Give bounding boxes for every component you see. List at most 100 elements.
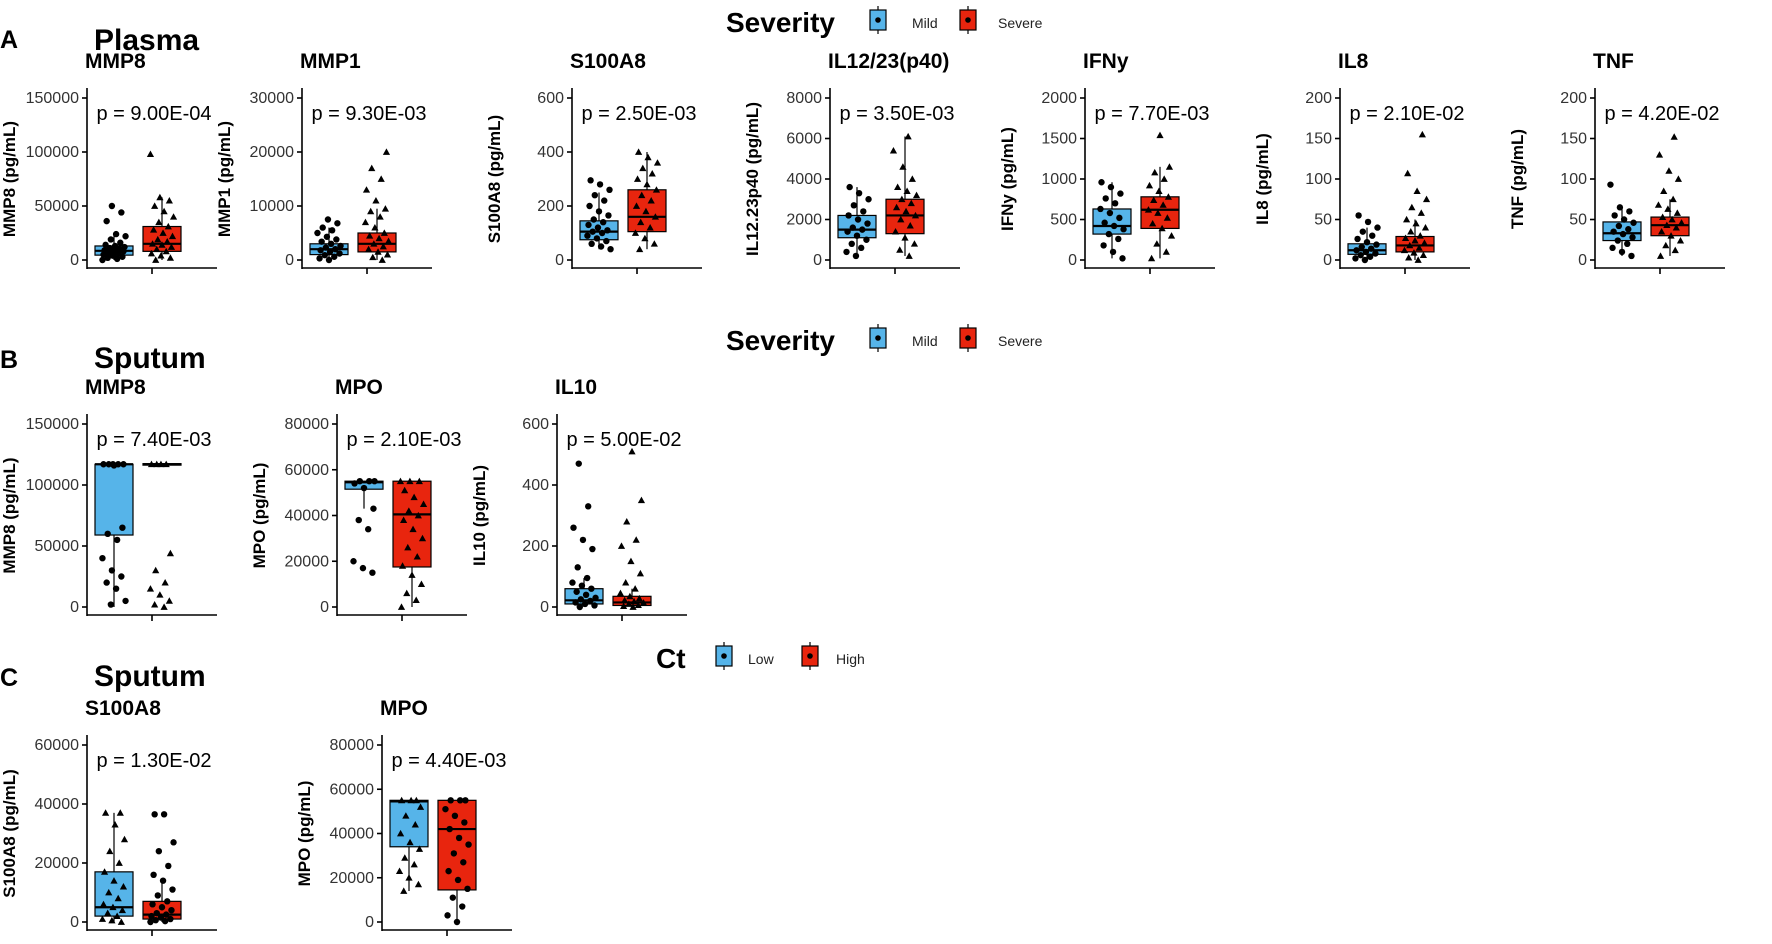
data-point [163, 911, 170, 918]
y-tick-label: 0 [365, 914, 374, 931]
data-point [419, 500, 428, 507]
data-point [621, 596, 629, 604]
data-point [1610, 228, 1617, 235]
box-mild [579, 177, 619, 253]
data-point [1611, 212, 1618, 219]
data-point [453, 918, 461, 926]
data-point [1415, 244, 1423, 251]
legend-label-severe: Severe [998, 333, 1043, 349]
y-axis-label: MMP8 (pg/mL) [0, 457, 19, 573]
panel-letter-c: C [0, 664, 18, 692]
data-point [332, 246, 339, 253]
data-point [1673, 209, 1681, 216]
data-point [1102, 195, 1109, 202]
data-point [1354, 235, 1361, 243]
data-point [454, 876, 462, 884]
data-point [355, 516, 362, 524]
data-point [155, 848, 163, 855]
data-point [637, 218, 645, 226]
data-point [374, 248, 382, 255]
box-mild [309, 216, 349, 264]
data-point [1674, 175, 1682, 182]
y-tick-label: 0 [555, 252, 564, 269]
y-tick-label: 30000 [250, 90, 295, 107]
data-point [1119, 255, 1126, 262]
y-tick-label: 100000 [26, 477, 79, 494]
data-point [1417, 209, 1425, 216]
data-point [150, 226, 158, 233]
data-point [1120, 226, 1127, 233]
box-severe [1140, 131, 1180, 262]
data-point [635, 594, 643, 602]
data-point [154, 235, 162, 243]
data-point [652, 186, 661, 193]
data-point [165, 597, 173, 604]
data-point [158, 241, 166, 248]
y-tick-label: 50000 [35, 198, 80, 215]
data-point [592, 594, 599, 602]
data-point [442, 805, 449, 813]
data-point [597, 243, 605, 250]
data-point [148, 240, 157, 247]
data-point [375, 234, 383, 242]
y-tick-label: 10000 [250, 198, 295, 215]
data-point [637, 496, 646, 504]
data-point [1153, 240, 1161, 247]
data-point [359, 564, 367, 572]
data-point [855, 189, 863, 197]
y-axis-label: S100A8 (pg/mL) [0, 769, 19, 897]
data-point [1615, 222, 1623, 230]
data-point [169, 213, 178, 220]
data-point [1420, 239, 1429, 246]
data-point [110, 877, 118, 884]
data-point [849, 224, 856, 231]
y-tick-label: 150000 [26, 416, 79, 433]
y-tick-label: 600 [522, 416, 549, 433]
data-point [153, 460, 161, 468]
y-axis-label: MMP8 (pg/mL) [0, 121, 19, 237]
plot-title: TNF [1593, 50, 1634, 73]
box-mild [94, 202, 134, 264]
data-point [648, 170, 656, 177]
data-point [1373, 241, 1380, 248]
y-tick-label: 50 [1314, 212, 1332, 229]
data-point [1663, 221, 1671, 229]
data-point [403, 589, 411, 597]
data-point [366, 232, 374, 239]
data-point [415, 477, 423, 485]
y-axis-label: TNF (pg/mL) [1508, 129, 1527, 229]
data-point [626, 592, 634, 600]
y-tick-label: 0 [285, 252, 294, 269]
data-point [1101, 219, 1108, 226]
data-point [570, 524, 577, 531]
data-point [412, 796, 420, 804]
data-point [1115, 235, 1122, 243]
box-severe [142, 150, 182, 263]
plot-title: IL12/23(p40) [828, 50, 949, 73]
data-point [591, 192, 598, 199]
data-point [105, 888, 113, 896]
data-point [108, 567, 116, 574]
y-tick-label: 200 [1305, 90, 1332, 107]
data-point [122, 597, 129, 605]
data-point [117, 239, 124, 246]
data-point [318, 238, 325, 245]
y-tick-label: 8000 [786, 90, 822, 107]
box-mild [837, 183, 877, 260]
y-tick-label: 60000 [330, 781, 375, 798]
data-point [647, 197, 655, 204]
data-point [111, 242, 119, 250]
data-point [1609, 244, 1616, 252]
legend-label-mild: Mild [912, 333, 938, 349]
data-point [151, 811, 158, 818]
data-point [401, 854, 409, 861]
p-value-label: p = 9.00E-04 [96, 103, 211, 125]
y-axis-label: S100A8 (pg/mL) [485, 115, 504, 243]
data-point [99, 900, 108, 908]
y-tick-label: 2000 [786, 212, 822, 229]
data-point [623, 518, 631, 525]
data-point [569, 579, 576, 586]
data-point [1156, 131, 1164, 139]
data-point [325, 256, 333, 264]
data-point [146, 585, 155, 592]
